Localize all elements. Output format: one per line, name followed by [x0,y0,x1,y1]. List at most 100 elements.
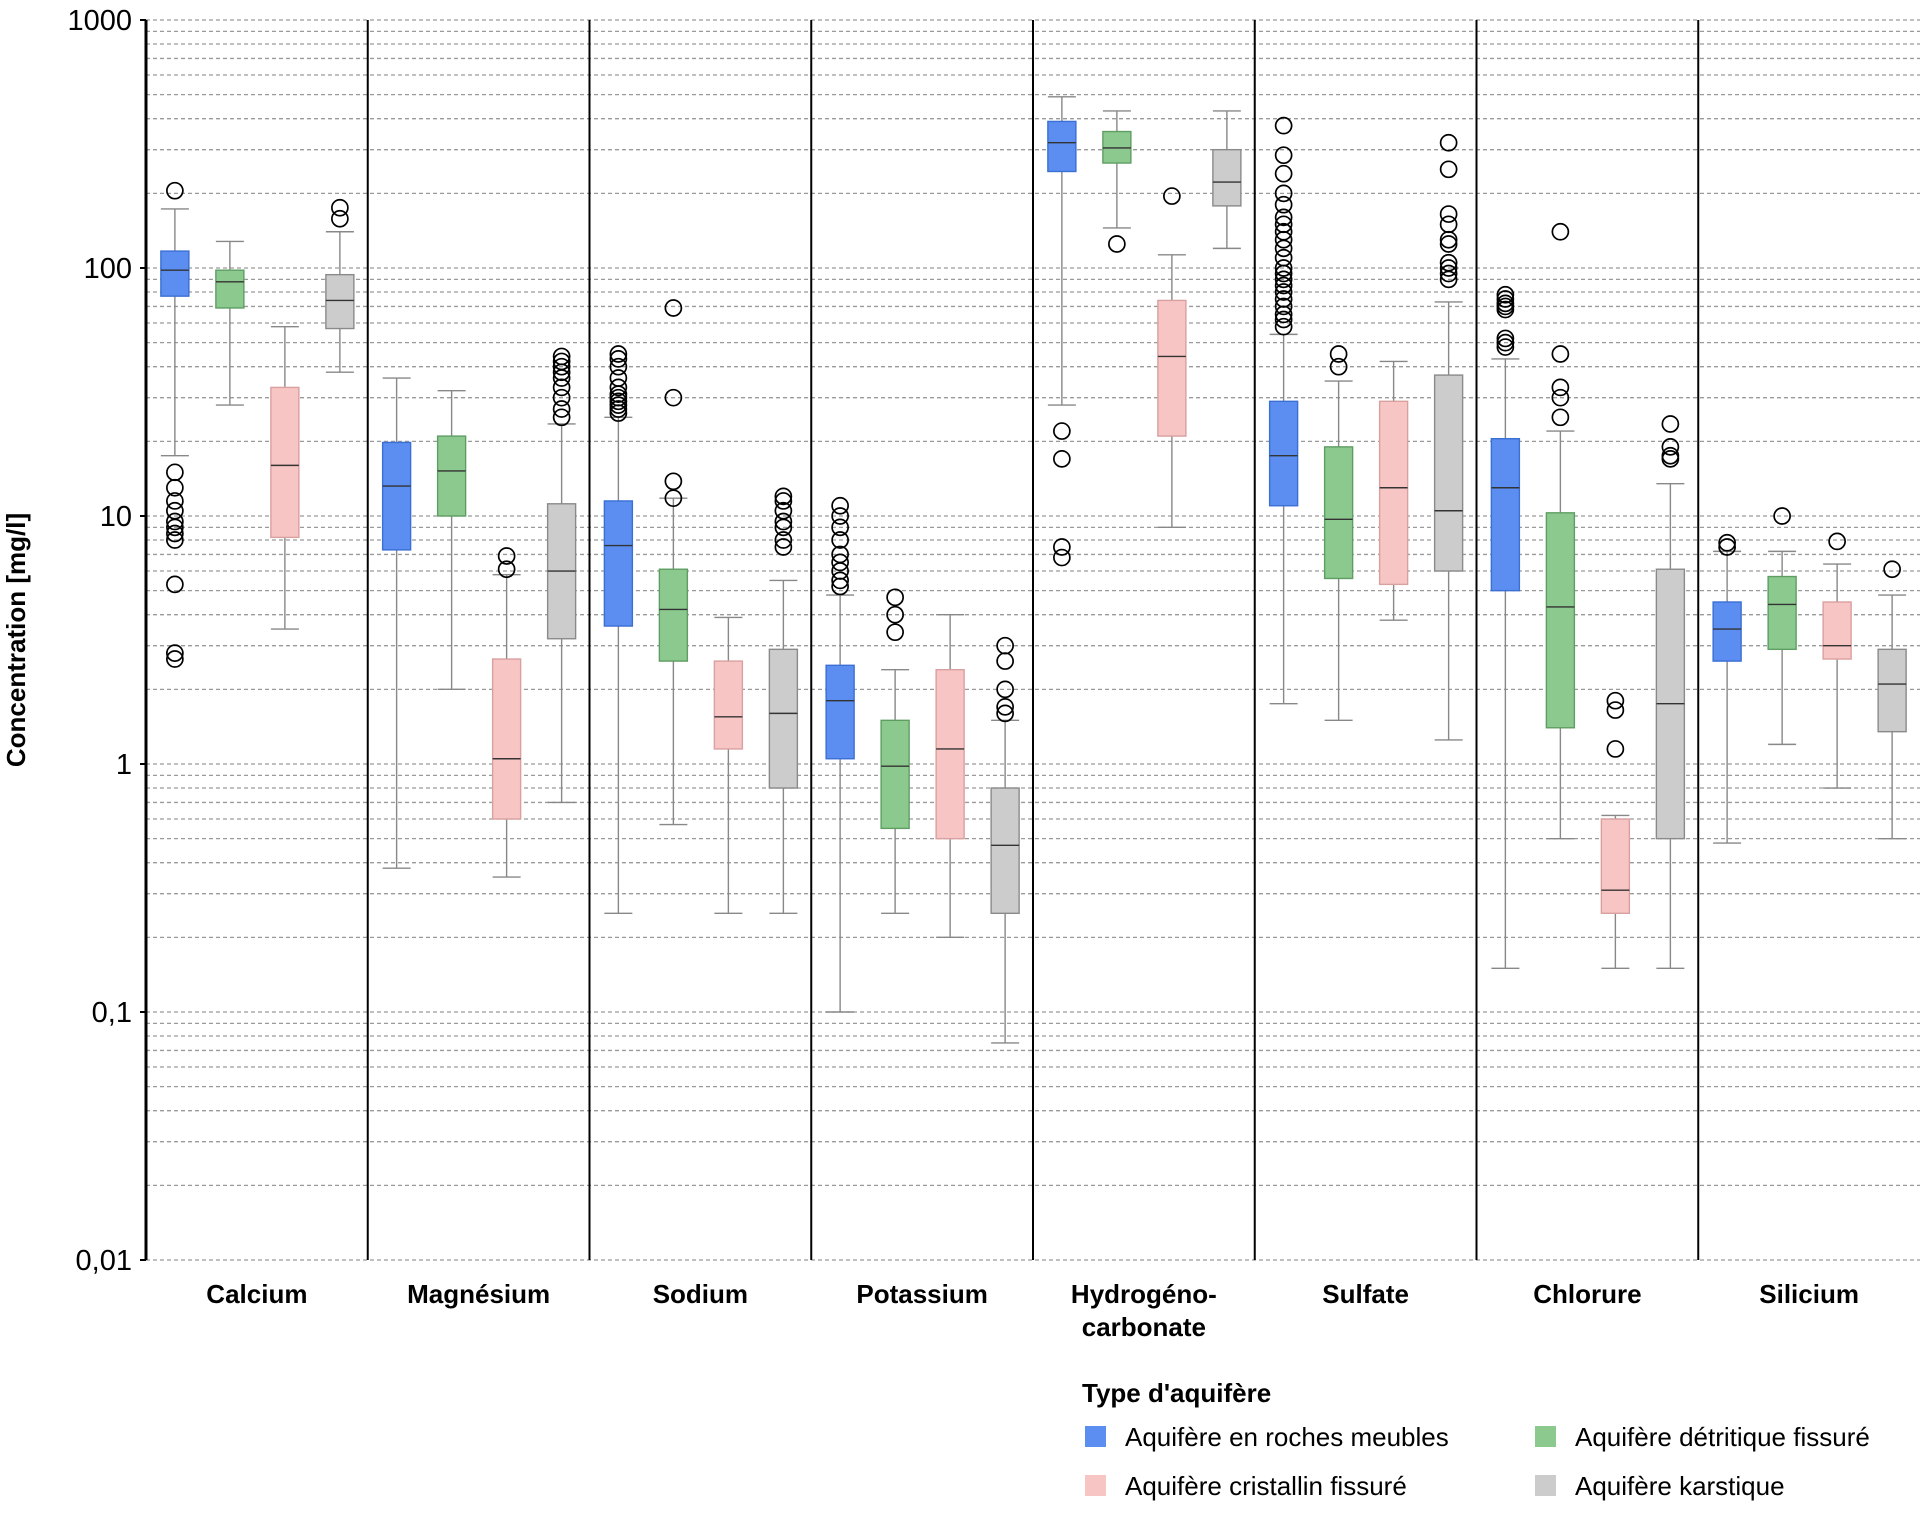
outlier-point [1274,305,1293,324]
outlier-point [1053,449,1071,468]
outlier-point [1551,345,1570,363]
outlier-point [1274,297,1293,316]
outlier-point [1496,329,1515,348]
category-label: Potassium [856,1279,988,1309]
category-label-line: Calcium [206,1279,307,1309]
outlier-point [331,209,349,228]
outlier-point [166,531,184,549]
box [160,250,190,297]
outlier-point [1274,184,1293,203]
outlier-point [166,524,184,543]
box-group [1655,415,1686,970]
outlier-point [1439,215,1458,234]
outlier-point [774,538,793,556]
outlier-point [166,492,184,510]
outlier-point [831,518,849,537]
box [1767,575,1797,651]
outlier-point [1053,538,1071,556]
outlier-point [166,575,184,594]
outlier-point [774,531,793,549]
outlier-point [166,463,184,482]
legend-label: Aquifère cristallin fissuré [1125,1471,1407,1501]
y-tick-label: 1000 [67,5,132,37]
outlier-point [886,605,904,624]
legend-swatch [1085,1475,1106,1496]
box [990,787,1020,915]
outlier-point [1274,283,1293,301]
box-group [381,377,412,869]
box [1545,512,1576,729]
box-group [1157,187,1187,529]
outlier-point [774,492,793,510]
outlier-point [1274,164,1293,183]
box-group [160,181,190,668]
outlier-point [774,487,793,506]
outlier-point [996,704,1014,723]
box [1877,648,1907,733]
box [603,500,634,627]
outlier-point [831,496,849,515]
outlier-point [1053,422,1071,440]
outlier-point [1108,235,1126,253]
category-separators [366,20,1700,1260]
box-group [1047,96,1077,567]
y-tick-label: 0,01 [76,1245,132,1277]
outlier-point [1274,208,1293,227]
box [1378,400,1409,586]
category-label-line: Sulfate [1322,1279,1409,1309]
outlier-point [1439,133,1458,152]
box-group [658,299,689,826]
box [270,386,300,539]
box-group [325,198,355,373]
legend: Type d'aquifère Aquifère en roches meubl… [1082,1378,1870,1501]
outlier-point [1163,187,1181,205]
box-group [1268,116,1299,705]
outlier-point [774,512,793,531]
outlier-point [609,350,628,368]
outlier-point [331,198,349,217]
outlier-point [1439,160,1458,179]
outlier-point [552,378,571,397]
outlier-point [1661,415,1680,433]
outlier-point [166,650,184,668]
box [658,568,689,662]
outlier-point [1551,388,1570,407]
outlier-point [1551,378,1570,397]
outlier-point [1439,235,1458,253]
legend-label: Aquifère en roches meubles [1125,1422,1449,1452]
outlier-point [664,299,683,317]
outlier-point [166,644,184,662]
legend-label: Aquifère détritique fissuré [1575,1422,1870,1452]
outlier-point [664,388,683,407]
outlier-point [1496,338,1515,356]
box-group [270,325,300,630]
outlier-point [609,345,628,363]
box [1268,400,1299,507]
y-tick-label: 1 [116,749,132,781]
y-tick-label: 10 [100,501,132,533]
outlier-point [1551,222,1570,241]
outlier-point [1439,264,1458,283]
box [436,435,467,517]
legend-item: Aquifère en roches meubles [1085,1422,1449,1452]
outlier-point [1274,317,1293,336]
box [215,269,245,309]
outlier-point [1274,259,1293,277]
box-group [1102,110,1132,253]
outlier-point [1274,116,1293,135]
outlier-point [166,181,184,200]
outlier-point [664,489,683,508]
outlier-point [996,680,1014,699]
category-labels: Calcium Magnésium Sodium Potassium Hydrogéno… [206,1279,1859,1342]
outlier-point [1718,538,1736,556]
outlier-point [1274,270,1293,289]
outlier-point [1773,507,1791,525]
box-group [1712,533,1742,844]
outlier-point [774,518,793,537]
box-group [713,616,744,915]
outlier-point [609,404,628,422]
box-group [1767,507,1797,746]
legend-swatch [1535,1426,1556,1447]
box-group [1323,345,1354,722]
category-label-line: Silicium [1759,1279,1859,1309]
